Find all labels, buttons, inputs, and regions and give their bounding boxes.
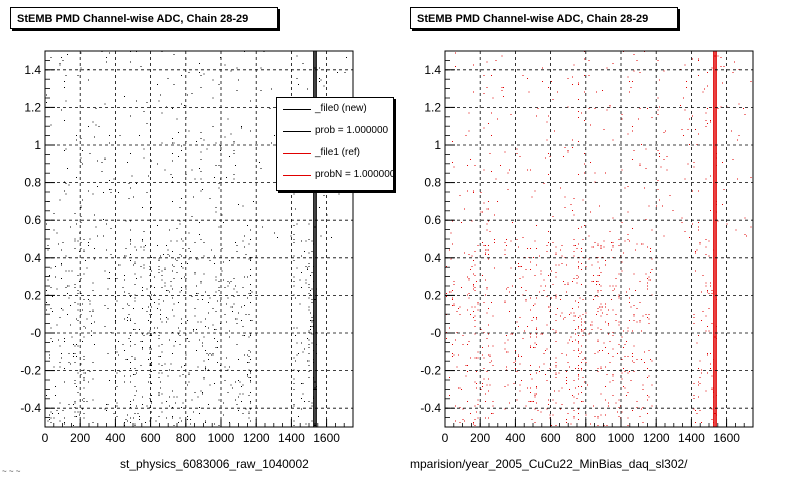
x-tick-label: 1200 <box>643 431 670 445</box>
legend-label: prob = 1.000000 <box>315 125 389 136</box>
x-tick-label: 0 <box>42 431 49 445</box>
y-tick-label: 0.2 <box>424 288 441 302</box>
y-tick-label: 1.2 <box>424 100 441 114</box>
x-tick-label: 200 <box>70 431 90 445</box>
plot-area <box>445 51 753 427</box>
y-tick-label: 1 <box>434 138 441 152</box>
y-tick-label: 0.6 <box>24 213 41 227</box>
legend-entry-prob: prob = 1.000000 <box>277 122 393 140</box>
x-axis-label-new: st_physics_6083006_raw_1040002 <box>120 457 309 471</box>
x-tick-label: 600 <box>541 431 561 445</box>
y-tick-label: -0.2 <box>420 364 441 378</box>
legend-line-icon <box>283 153 311 154</box>
legend-entry-file0: _file0 (new) <box>277 100 393 118</box>
y-tick-label: 1.2 <box>24 100 41 114</box>
y-tick-label: 1 <box>34 138 41 152</box>
y-tick-label: -0.2 <box>20 364 41 378</box>
footer-stamp: ~ ~ ~ <box>2 467 21 476</box>
x-tick-label: 200 <box>470 431 490 445</box>
legend-label: _file0 (new) <box>315 103 367 114</box>
x-tick-label: 1600 <box>313 431 340 445</box>
legend-line-icon <box>283 175 311 176</box>
legend-entry-file1: _file1 (ref) <box>277 144 393 162</box>
legend-entry-probn: probN = 1.000000 <box>277 166 394 184</box>
x-tick-label: 1400 <box>278 431 305 445</box>
x-tick-label: 800 <box>176 431 196 445</box>
x-tick-label: 0 <box>442 431 449 445</box>
legend-line-icon <box>283 109 311 110</box>
y-tick-label: -0 <box>30 326 41 340</box>
x-tick-label: 600 <box>141 431 161 445</box>
y-tick-label: -0.4 <box>420 401 441 415</box>
x-tick-label: 400 <box>505 431 525 445</box>
x-tick-label: 1600 <box>713 431 740 445</box>
y-tick-label: -0.4 <box>20 401 41 415</box>
chart-title-ref: StEMB PMD Channel-wise ADC, Chain 28-29 <box>410 7 678 29</box>
x-axis-label-ref: mparision/year_2005_CuCu22_MinBias_daq_s… <box>410 457 688 471</box>
x-tick-label: 400 <box>105 431 125 445</box>
y-tick-label: 0.8 <box>24 176 41 190</box>
legend-label: _file1 (ref) <box>315 147 361 158</box>
y-tick-label: 0.2 <box>24 288 41 302</box>
legend-label: probN = 1.000000 <box>315 169 394 180</box>
x-tick-label: 800 <box>576 431 596 445</box>
legend-line-icon <box>283 131 311 132</box>
y-tick-label: -0 <box>430 326 441 340</box>
x-tick-label: 1000 <box>208 431 235 445</box>
x-tick-label: 1200 <box>243 431 270 445</box>
y-tick-label: 1.4 <box>24 63 41 77</box>
chart-title-new: StEMB PMD Channel-wise ADC, Chain 28-29 <box>10 7 278 29</box>
x-tick-label: 1400 <box>678 431 705 445</box>
y-tick-label: 1.4 <box>424 63 441 77</box>
legend-box: _file0 (new) prob = 1.000000 _file1 (ref… <box>276 97 394 191</box>
x-tick-label: 1000 <box>608 431 635 445</box>
y-tick-label: 0.8 <box>424 176 441 190</box>
y-tick-label: 0.6 <box>424 213 441 227</box>
y-tick-label: 0.4 <box>424 251 441 265</box>
y-tick-label: 0.4 <box>24 251 41 265</box>
